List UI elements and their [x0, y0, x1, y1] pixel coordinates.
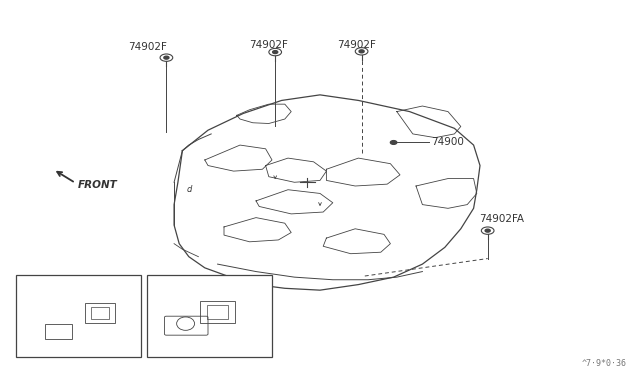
Text: FRONT: FRONT — [78, 180, 118, 190]
Text: d: d — [186, 185, 191, 194]
Bar — [16, 275, 141, 357]
Circle shape — [359, 50, 364, 53]
Circle shape — [390, 141, 397, 144]
Circle shape — [273, 51, 278, 54]
Text: 74985Q: 74985Q — [176, 340, 214, 350]
Bar — [91, 307, 109, 319]
Bar — [207, 305, 228, 319]
Circle shape — [164, 56, 169, 59]
Text: 74900: 74900 — [431, 138, 463, 147]
Text: [0195-    ]: [0195- ] — [152, 280, 207, 289]
Text: ^7·9*0·36: ^7·9*0·36 — [582, 359, 627, 368]
Text: [1194-0195]: [1194-0195] — [21, 280, 76, 289]
Text: 74985Q: 74985Q — [22, 292, 61, 302]
Circle shape — [485, 229, 490, 232]
Text: 74902FA: 74902FA — [479, 215, 524, 224]
Text: 74902F: 74902F — [250, 40, 289, 49]
Text: 74902F: 74902F — [128, 42, 167, 52]
Text: 74902F: 74902F — [337, 40, 376, 49]
Text: 74985C: 74985C — [42, 340, 79, 350]
Bar — [147, 275, 272, 357]
